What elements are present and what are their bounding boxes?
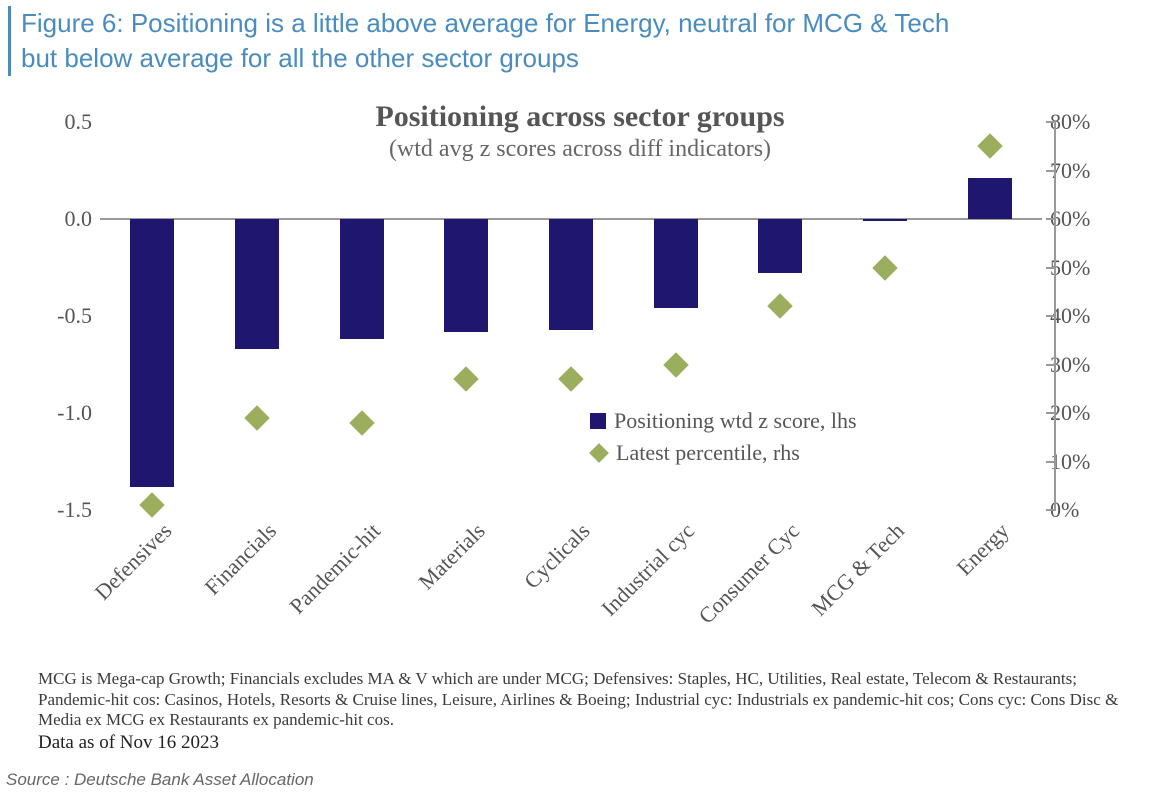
- diamond-marker: [140, 492, 165, 517]
- bar: [549, 219, 593, 330]
- right-tick-mark: [1046, 218, 1056, 220]
- footnote: MCG is Mega-cap Growth; Financials exclu…: [38, 669, 1142, 731]
- legend-diamond-icon: [589, 443, 609, 463]
- bar: [968, 178, 1012, 219]
- bar: [340, 219, 384, 339]
- x-label: Consumer Cyc: [693, 518, 804, 629]
- x-label: Cyclicals: [519, 518, 595, 594]
- x-axis-labels: DefensivesFinancialsPandemic-hitMaterial…: [100, 518, 1042, 678]
- diamond-marker: [349, 410, 374, 435]
- diamond-marker: [768, 294, 793, 319]
- y-left-tick: -1.0: [30, 400, 92, 426]
- right-tick-mark: [1046, 315, 1056, 317]
- right-tick-mark: [1046, 121, 1056, 123]
- figure-caption-line2: but below average for all the other sect…: [21, 43, 579, 73]
- legend-label-bars: Positioning wtd z score, lhs: [614, 408, 857, 434]
- y-left-tick: -0.5: [30, 303, 92, 329]
- diamond-marker: [454, 366, 479, 391]
- legend-square-icon: [590, 413, 606, 429]
- legend-item-bars: Positioning wtd z score, lhs: [590, 408, 857, 434]
- y-axis-right: 80%70%60%50%40%30%20%10%0%: [1050, 122, 1130, 510]
- y-left-tick: 0.5: [30, 109, 92, 135]
- source-line: Source : Deutsche Bank Asset Allocation: [6, 770, 314, 790]
- diamond-marker: [872, 255, 897, 280]
- y-axis-left: 0.50.0-0.5-1.0-1.5: [30, 122, 92, 510]
- y-right-tick: 50%: [1050, 255, 1130, 281]
- chart: Positioning across sector groups (wtd av…: [30, 100, 1130, 660]
- diamond-marker: [558, 366, 583, 391]
- y-right-tick: 10%: [1050, 449, 1130, 475]
- figure-caption: Figure 6: Positioning is a little above …: [8, 6, 1160, 76]
- bar: [235, 219, 279, 349]
- x-label: Financials: [199, 518, 281, 600]
- right-tick-mark: [1046, 267, 1056, 269]
- bar: [654, 219, 698, 308]
- diamond-marker: [663, 352, 688, 377]
- y-right-tick: 30%: [1050, 352, 1130, 378]
- right-tick-mark: [1046, 364, 1056, 366]
- right-tick-mark: [1046, 412, 1056, 414]
- x-label: Materials: [414, 518, 491, 595]
- x-label: Pandemic-hit: [285, 518, 386, 619]
- y-right-tick: 70%: [1050, 158, 1130, 184]
- diamond-marker: [977, 134, 1002, 159]
- y-left-tick: -1.5: [30, 497, 92, 523]
- diamond-marker: [244, 405, 269, 430]
- figure-caption-line1: Figure 6: Positioning is a little above …: [21, 8, 949, 38]
- y-right-tick: 40%: [1050, 303, 1130, 329]
- bar: [863, 219, 907, 221]
- x-label: MCG & Tech: [806, 518, 909, 621]
- y-right-tick: 80%: [1050, 109, 1130, 135]
- x-label: Defensives: [89, 518, 177, 606]
- right-tick-mark: [1046, 170, 1056, 172]
- x-label: Energy: [951, 518, 1014, 581]
- y-right-tick: 20%: [1050, 400, 1130, 426]
- y-left-tick: 0.0: [30, 206, 92, 232]
- right-tick-mark: [1046, 461, 1056, 463]
- bar: [758, 219, 802, 273]
- y-right-tick: 0%: [1050, 497, 1130, 523]
- right-tick-mark: [1046, 509, 1056, 511]
- plot-area: [100, 122, 1042, 510]
- bar: [444, 219, 488, 332]
- bar: [130, 219, 174, 487]
- y-right-tick: 60%: [1050, 206, 1130, 232]
- legend-label-diamonds: Latest percentile, rhs: [616, 440, 800, 466]
- data-as-of: Data as of Nov 16 2023: [38, 732, 219, 754]
- x-label: Industrial cyc: [597, 518, 700, 621]
- legend: Positioning wtd z score, lhs Latest perc…: [590, 408, 857, 472]
- legend-item-diamonds: Latest percentile, rhs: [590, 440, 857, 466]
